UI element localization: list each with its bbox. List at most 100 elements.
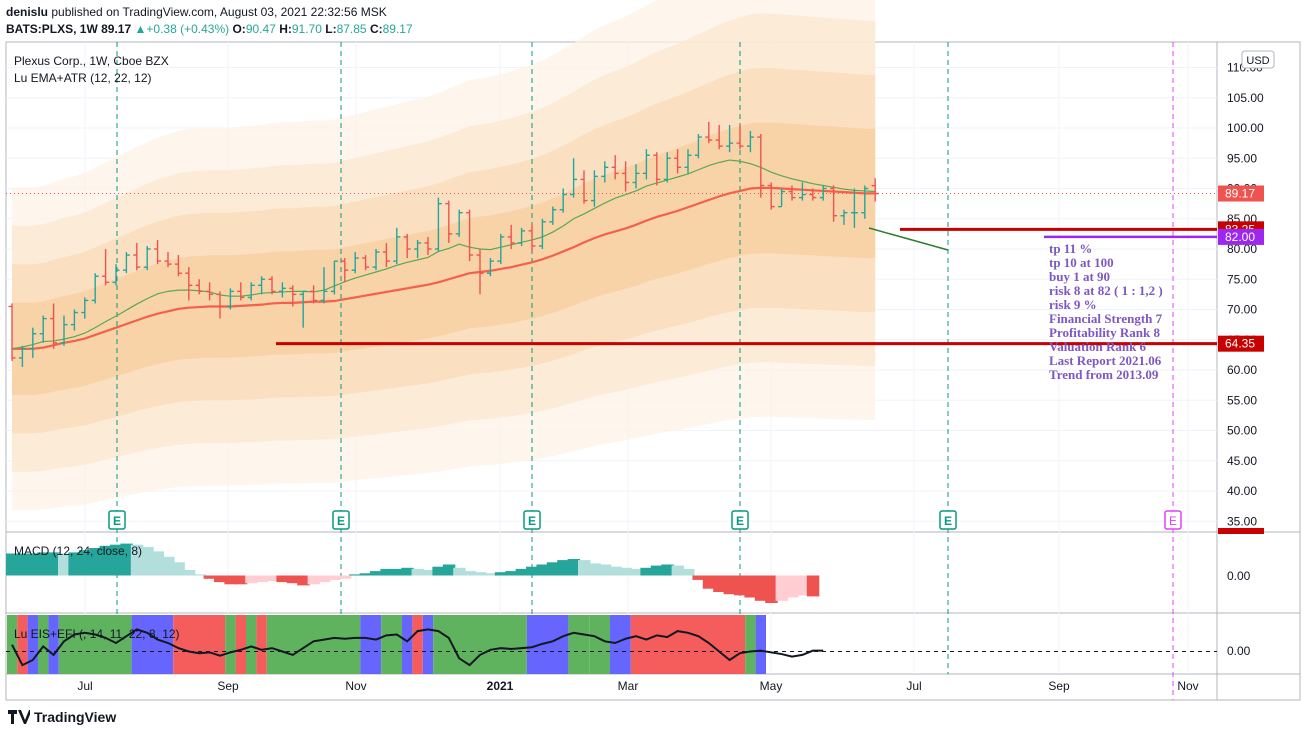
ohlc-bar <box>414 239 422 259</box>
macd-bar <box>754 575 768 601</box>
ohlc-bar <box>486 258 494 277</box>
time-tick-label: 2021 <box>487 679 514 693</box>
eis-segment <box>360 615 382 674</box>
eis-segment <box>402 615 413 674</box>
ohlc-bar <box>330 260 338 295</box>
ohlc-bar <box>549 206 557 225</box>
macd-bar <box>671 565 685 576</box>
ohlc-bar <box>445 200 453 243</box>
macd-bar <box>26 553 40 576</box>
symbol-label: BATS:PLXS, 1W <box>6 22 98 36</box>
ohlc-bar <box>705 121 713 144</box>
ohlc-bar <box>8 303 16 361</box>
macd-bar <box>546 562 560 576</box>
trade-note: tp 11 % <box>1049 241 1092 256</box>
ohlc-bar <box>778 188 786 208</box>
ema-fast-line <box>11 159 876 350</box>
ohlc-bar <box>788 185 796 201</box>
ohlc-bar <box>559 188 567 213</box>
macd-bar <box>463 571 477 576</box>
eis-segment <box>589 615 610 674</box>
macd-bar <box>557 560 570 576</box>
macd-bar <box>598 564 612 576</box>
ohlc-bar <box>403 233 411 259</box>
macd-bar <box>422 570 435 576</box>
ohlc-line: BATS:PLXS, 1W 89.17 ▲+0.38 (+0.43%) O:90… <box>6 22 413 36</box>
macd-bar <box>744 575 757 598</box>
ohlc-bar <box>122 252 130 274</box>
earnings-marker <box>108 510 126 530</box>
tradingview-logo[interactable]: TradingView <box>8 709 116 725</box>
macd-bar <box>328 575 341 580</box>
macd-bar <box>349 574 362 576</box>
trade-note: Valuation Rank 6 <box>1049 339 1147 354</box>
earnings-marker-label[interactable]: E <box>528 514 536 528</box>
ohlc-bar <box>767 182 775 210</box>
macd-bar <box>734 575 747 596</box>
eis-segment <box>246 615 257 674</box>
macd-bar <box>682 568 695 576</box>
macd-bar <box>567 559 581 576</box>
eis-segment <box>225 615 236 674</box>
earnings-marker-label[interactable]: E <box>944 514 952 528</box>
ohlc-bar <box>39 315 47 343</box>
macd-bar <box>286 575 300 584</box>
tradingview-logo-icon <box>8 710 30 724</box>
price-change: +0.38 (+0.43%) <box>146 22 230 36</box>
eis-segment <box>755 615 766 674</box>
up-arrow-icon: ▲ <box>134 22 147 36</box>
earnings-marker-label[interactable]: E <box>113 514 121 528</box>
macd-bar <box>796 575 809 596</box>
price-tick-label: 75.00 <box>1227 272 1257 286</box>
ema-atr-legend[interactable]: Lu EMA+ATR (12, 22, 12) <box>14 71 152 85</box>
ohlc-bar <box>622 161 630 192</box>
eis-legend[interactable]: Lu EIS+EFI (, 14, 11, 22, 8, 12) <box>14 627 180 641</box>
price-badge <box>1218 228 1264 245</box>
ohlc-bar <box>590 170 598 207</box>
eis-segment <box>422 615 434 674</box>
eis-segment <box>745 615 756 674</box>
currency-label: USD <box>1246 55 1269 67</box>
price-tick-label: 80.00 <box>1227 242 1257 256</box>
ohlc-bar <box>206 282 214 301</box>
price-badge-label: 82.00 <box>1225 230 1255 244</box>
earnings-marker <box>939 510 957 530</box>
ohlc-bar <box>289 285 297 307</box>
ohlc-bar <box>195 279 203 295</box>
macd-bar <box>713 575 726 592</box>
atr-band <box>12 122 876 395</box>
price-tick-label: 35.00 <box>1227 514 1257 528</box>
eis-segment <box>131 615 174 674</box>
eis-segment <box>17 615 28 674</box>
ohlc-bar <box>237 282 245 301</box>
ohlc-bar <box>736 124 744 150</box>
trade-note: buy 1 at 90 <box>1049 269 1110 284</box>
time-tick-label: Nov <box>345 679 366 693</box>
macd-bar <box>661 564 674 576</box>
eis-segment <box>412 615 423 674</box>
macd-bar <box>380 568 393 576</box>
ohlc-bar <box>611 155 619 180</box>
low-value: 87.85 <box>336 22 367 36</box>
earnings-marker <box>731 510 749 530</box>
eis-segment <box>7 615 18 674</box>
macd-legend[interactable]: MACD (12, 24, close, 8) <box>14 544 143 558</box>
time-tick-label: Sep <box>1048 679 1070 693</box>
ohlc-bar <box>528 224 536 253</box>
macd-bar <box>214 575 227 583</box>
ohlc-bar <box>580 170 588 204</box>
trade-note: Last Report 2021.06 <box>1049 353 1162 368</box>
ohlc-bar <box>715 124 723 150</box>
ohlc-bar <box>102 249 110 286</box>
eis-line <box>11 628 824 667</box>
earnings-marker-label[interactable]: E <box>337 514 345 528</box>
macd-bar <box>474 572 487 576</box>
ohlc-bar <box>830 185 838 222</box>
ohlc-bar <box>726 124 734 153</box>
publisher-name[interactable]: denislu <box>6 5 49 19</box>
price-tick-label: 60.00 <box>1227 363 1257 377</box>
price-tick-label: 95.00 <box>1227 151 1257 165</box>
eis-segment <box>630 615 714 674</box>
earnings-marker-label[interactable]: E <box>736 514 744 528</box>
